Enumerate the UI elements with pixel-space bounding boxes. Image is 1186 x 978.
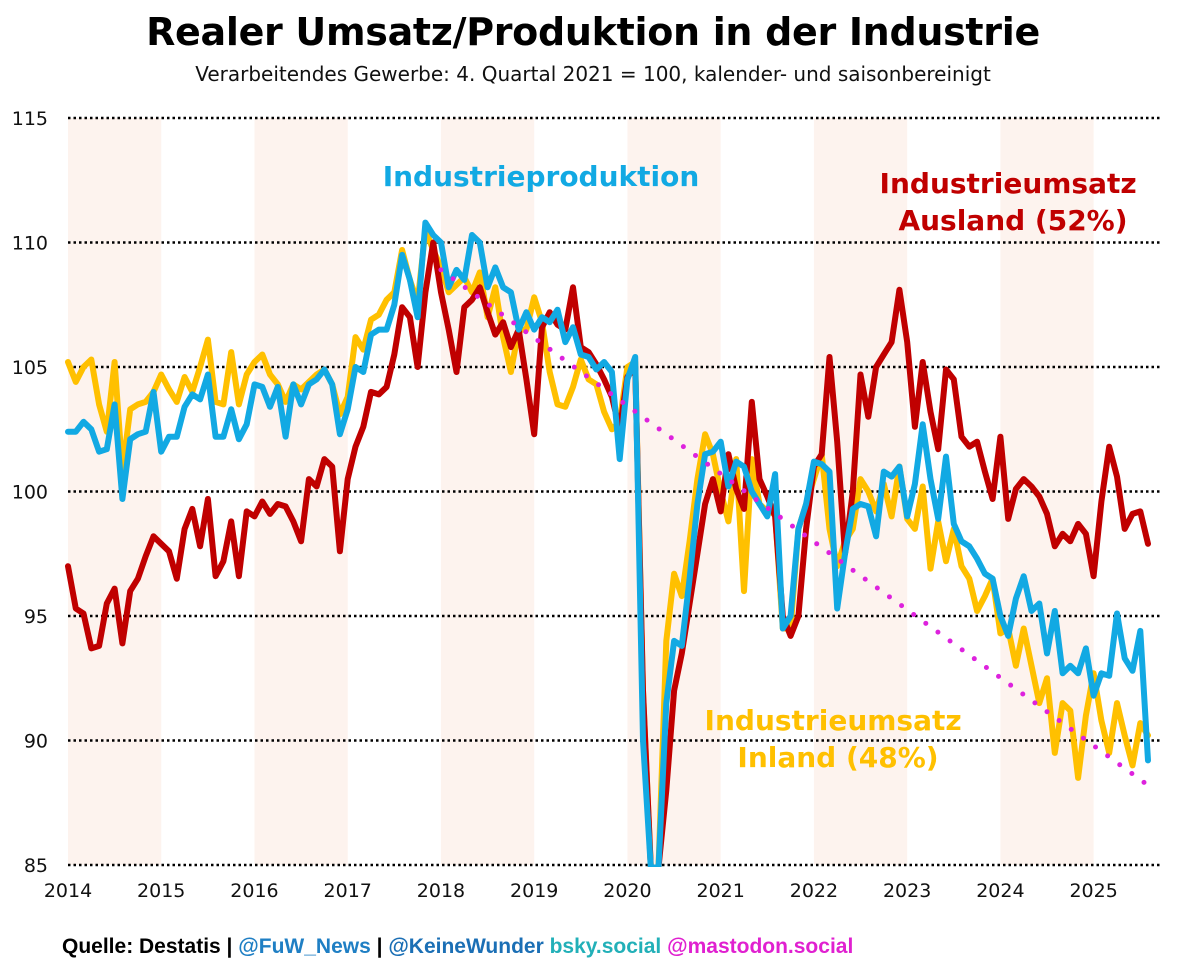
- footer-part: Quelle: Destatis |: [62, 935, 239, 958]
- x-tick-label: 2024: [976, 880, 1024, 902]
- series-line-inland: [65, 227, 1151, 867]
- y-tick-label: 100: [12, 482, 48, 504]
- x-tick-label: 2020: [603, 880, 651, 902]
- chart-subtitle: Verarbeitendes Gewerbe: 4. Quartal 2021 …: [195, 62, 991, 86]
- x-tick-label: 2016: [230, 880, 278, 902]
- x-tick-label: 2022: [790, 880, 838, 902]
- chart-title: Realer Umsatz/Produktion in der Industri…: [146, 10, 1040, 54]
- footer-part: bsky.social: [549, 935, 668, 958]
- x-tick-label: 2023: [883, 880, 931, 902]
- label-inland: Industrieumsatz Inland (48%): [705, 704, 972, 774]
- x-tick-label: 2021: [697, 880, 745, 902]
- x-tick-label: 2015: [137, 880, 185, 902]
- footer-part: @KeineWunder: [388, 935, 550, 958]
- x-tick-label: 2014: [44, 880, 92, 902]
- x-tick-label: 2017: [324, 880, 372, 902]
- y-tick-label: 95: [24, 606, 48, 628]
- label-industrieproduktion: Industrieproduktion: [383, 160, 700, 193]
- y-tick-label: 115: [12, 108, 48, 130]
- x-tick-label: 2025: [1069, 880, 1117, 902]
- y-tick-label: 105: [12, 357, 48, 379]
- y-tick-label: 90: [24, 731, 48, 753]
- y-tick-label: 85: [24, 855, 48, 877]
- series-line-produktion: [65, 219, 1151, 867]
- x-tick-label: 2018: [417, 880, 465, 902]
- label-ausland: Industrieumsatz Ausland (52%): [880, 167, 1147, 237]
- trend-line: [438, 267, 1151, 788]
- x-tick-label: 2019: [510, 880, 558, 902]
- y-tick-label: 110: [12, 233, 48, 255]
- footer-part: |: [370, 935, 389, 958]
- footer-part: @mastodon.social: [667, 935, 854, 958]
- source-footer: Quelle: Destatis | @FuW_News | @KeineWun…: [62, 935, 853, 959]
- series-line-ausland: [65, 239, 1151, 867]
- footer-part: @FuW_News: [238, 935, 371, 958]
